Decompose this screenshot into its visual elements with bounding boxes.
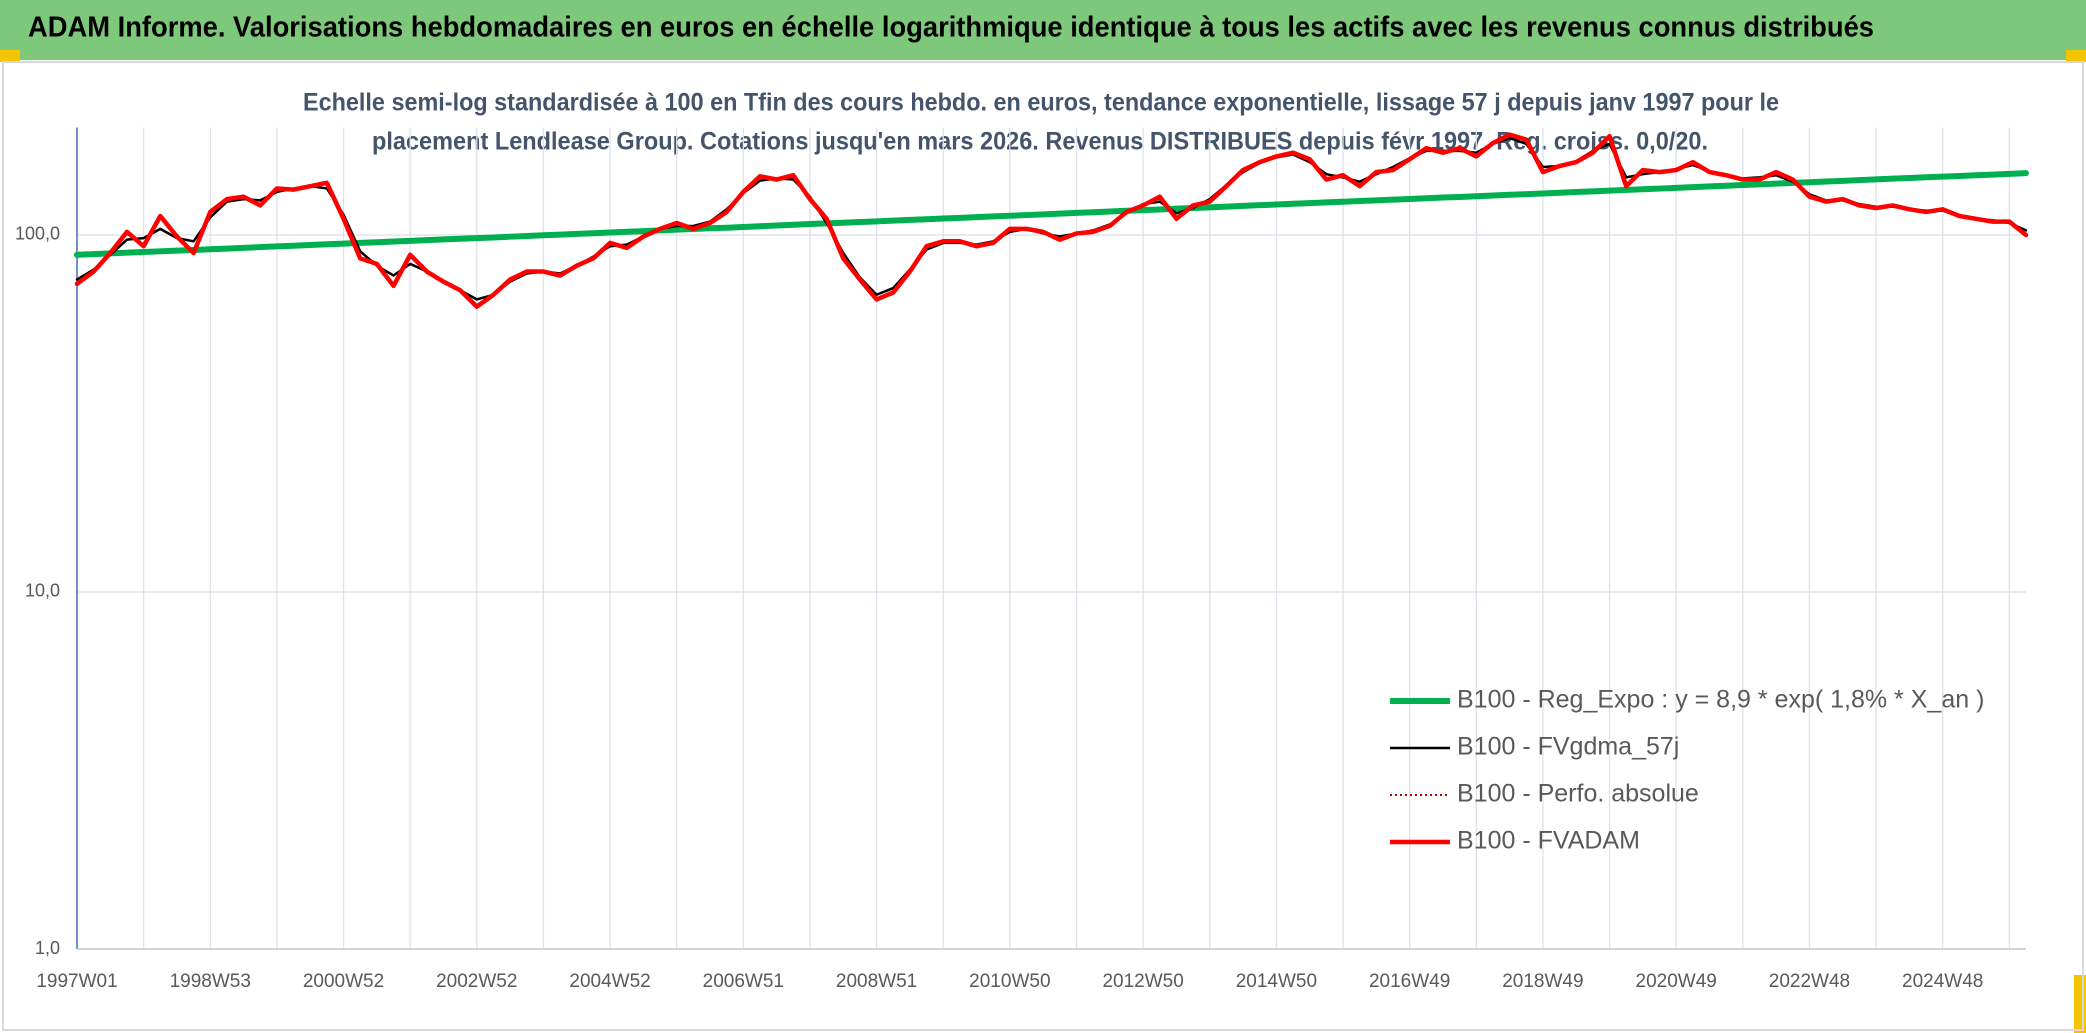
y-tick-label: 1,0 [35,938,60,958]
x-tick-label: 2004W52 [569,971,650,992]
x-tick-label: 2002W52 [436,971,517,992]
y-tick-label: 100,0 [15,224,60,244]
title-banner [0,0,2086,60]
y-tick-label: 10,0 [25,581,60,601]
legend-label: B100 - Reg_Expo : y = 8,9 * exp( 1,8% * … [1457,686,1984,714]
x-tick-label: 2010W50 [969,971,1050,992]
x-tick-label: 2022W48 [1769,971,1850,992]
corner-marker [2074,975,2086,1033]
x-tick-label: 2008W51 [836,971,917,992]
series-line [74,132,2029,309]
x-tick-label: 2016W49 [1369,971,1450,992]
x-tick-label: 2018W49 [1502,971,1583,992]
x-tick-label: 1997W01 [36,971,117,992]
chart-title: ADAM Informe. Valorisations hebdomadaire… [28,12,1874,44]
x-tick-label: 1998W53 [170,971,251,992]
legend-label: B100 - Perfo. absolue [1457,780,1699,808]
legend-label: B100 - FVgdma_57j [1457,733,1679,761]
x-tick-label: 2012W50 [1102,971,1183,992]
chart-subtitle: placement Lendlease Group. Cotations jus… [372,128,1708,156]
x-tick-label: 2006W51 [703,971,784,992]
corner-marker [2066,50,2086,62]
series-line [74,170,2029,258]
x-tick-label: 2014W50 [1236,971,1317,992]
chart-border [2,61,2084,1031]
x-tick-label: 2024W48 [1902,971,1983,992]
chart-subtitle: Echelle semi-log standardisée à 100 en T… [303,89,1779,117]
legend-label: B100 - FVADAM [1457,827,1640,855]
corner-marker [0,50,20,62]
x-tick-label: 2020W49 [1636,971,1717,992]
x-tick-label: 2000W52 [303,971,384,992]
